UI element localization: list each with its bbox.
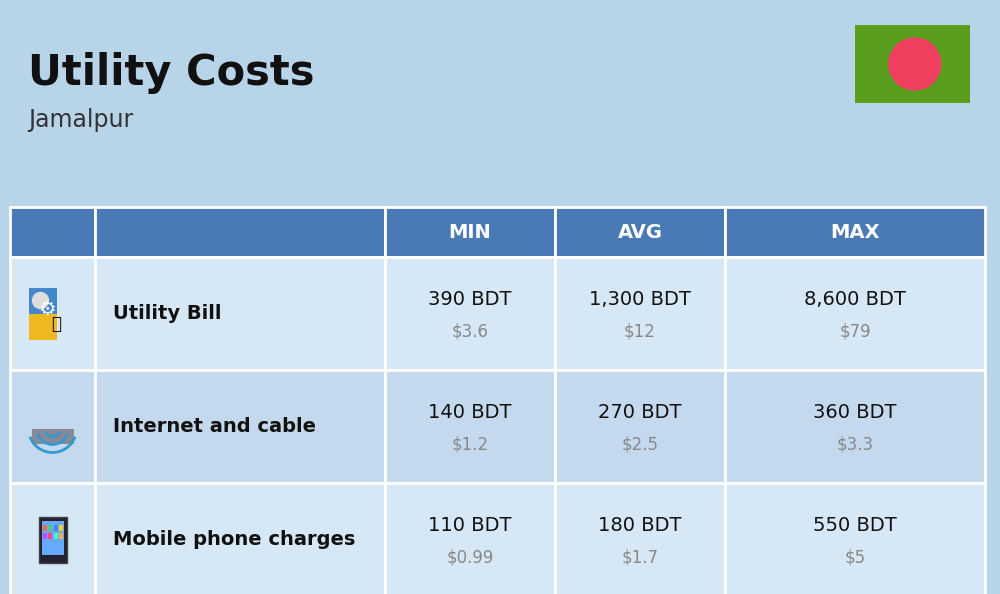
Bar bbox=[10, 370, 95, 483]
Text: 360 BDT: 360 BDT bbox=[813, 403, 897, 422]
Bar bbox=[59, 532, 63, 539]
Bar bbox=[48, 525, 52, 530]
Text: 140 BDT: 140 BDT bbox=[428, 403, 512, 422]
Bar bbox=[725, 207, 985, 257]
Bar bbox=[555, 483, 725, 594]
Text: 110 BDT: 110 BDT bbox=[428, 516, 512, 535]
Bar bbox=[855, 25, 970, 103]
Bar bbox=[385, 207, 555, 257]
Text: $3.6: $3.6 bbox=[452, 323, 488, 340]
Text: $2.5: $2.5 bbox=[622, 435, 658, 453]
Text: 1,300 BDT: 1,300 BDT bbox=[589, 290, 691, 309]
Bar bbox=[48, 532, 52, 539]
Text: Utility Costs: Utility Costs bbox=[28, 52, 314, 94]
Text: 8,600 BDT: 8,600 BDT bbox=[804, 290, 906, 309]
Bar bbox=[42, 520, 64, 555]
Bar bbox=[10, 483, 95, 594]
Bar bbox=[385, 370, 555, 483]
Bar bbox=[28, 314, 57, 340]
Bar bbox=[385, 483, 555, 594]
Circle shape bbox=[32, 292, 48, 308]
Text: 180 BDT: 180 BDT bbox=[598, 516, 682, 535]
Text: MIN: MIN bbox=[449, 223, 491, 242]
Bar bbox=[42, 532, 46, 539]
Bar bbox=[54, 532, 58, 539]
Bar bbox=[32, 428, 74, 444]
Text: Utility Bill: Utility Bill bbox=[113, 304, 222, 323]
Bar bbox=[95, 483, 385, 594]
Text: $1.7: $1.7 bbox=[622, 548, 658, 567]
Text: 270 BDT: 270 BDT bbox=[598, 403, 682, 422]
Text: $5: $5 bbox=[844, 548, 866, 567]
Text: $12: $12 bbox=[624, 323, 656, 340]
Bar bbox=[54, 525, 58, 530]
Bar bbox=[725, 370, 985, 483]
Bar bbox=[725, 257, 985, 370]
Bar bbox=[10, 207, 95, 257]
Bar bbox=[385, 257, 555, 370]
Circle shape bbox=[889, 38, 941, 90]
Bar bbox=[38, 517, 66, 563]
Text: $3.3: $3.3 bbox=[836, 435, 874, 453]
Text: ⚙: ⚙ bbox=[38, 300, 55, 319]
Text: Jamalpur: Jamalpur bbox=[28, 108, 133, 132]
Bar bbox=[42, 525, 46, 530]
Text: AVG: AVG bbox=[618, 223, 662, 242]
Text: 🔌: 🔌 bbox=[52, 314, 62, 333]
Bar bbox=[95, 370, 385, 483]
Text: 550 BDT: 550 BDT bbox=[813, 516, 897, 535]
Bar bbox=[95, 207, 385, 257]
Bar bbox=[95, 257, 385, 370]
Bar bbox=[555, 207, 725, 257]
Text: Mobile phone charges: Mobile phone charges bbox=[113, 530, 355, 549]
Text: 390 BDT: 390 BDT bbox=[428, 290, 512, 309]
Bar bbox=[725, 483, 985, 594]
Text: $79: $79 bbox=[839, 323, 871, 340]
Text: Internet and cable: Internet and cable bbox=[113, 417, 316, 436]
Text: $1.2: $1.2 bbox=[451, 435, 489, 453]
Bar bbox=[555, 370, 725, 483]
Bar bbox=[555, 257, 725, 370]
Text: $0.99: $0.99 bbox=[446, 548, 494, 567]
Text: MAX: MAX bbox=[830, 223, 880, 242]
Bar bbox=[59, 525, 63, 530]
Bar bbox=[28, 287, 57, 314]
Bar bbox=[10, 257, 95, 370]
